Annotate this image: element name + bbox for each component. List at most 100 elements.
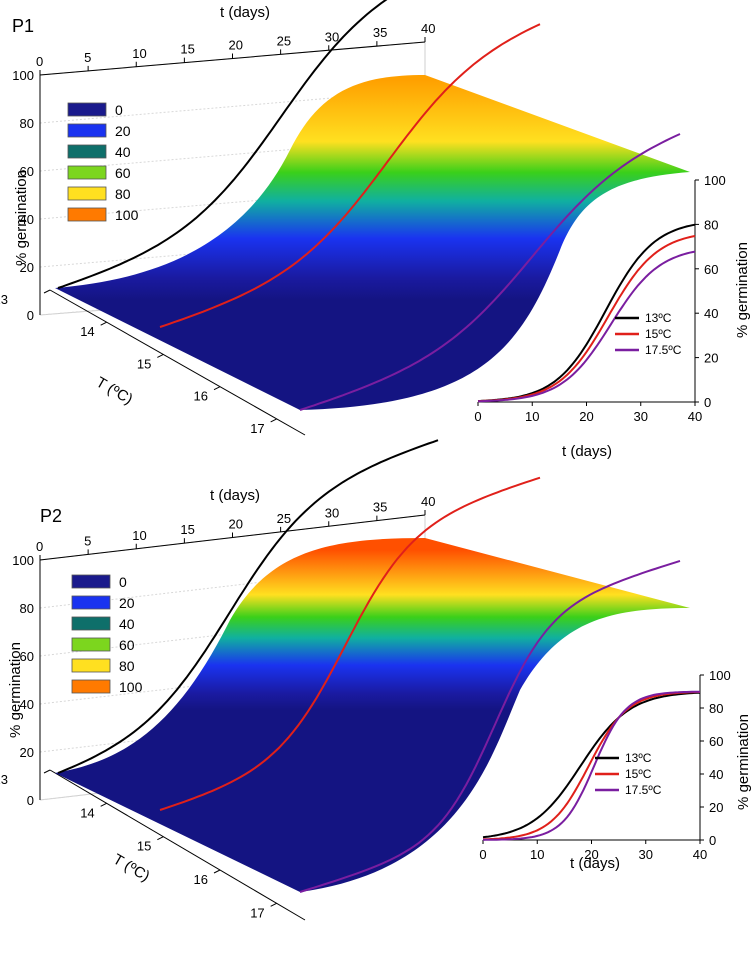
inset-legend-label: 17.5ºC (645, 343, 682, 357)
legend-swatch (67, 186, 107, 201)
t-tick-label: 25 (277, 511, 291, 526)
inset-legend-label: 15ºC (625, 767, 652, 781)
legend-swatch (71, 595, 111, 610)
z-gridline (39, 137, 426, 172)
T-tick (43, 289, 51, 294)
legend-swatch (71, 574, 111, 589)
inset-y-tick-label: 40 (704, 306, 718, 321)
T-tick-label: 14 (80, 324, 94, 339)
inset-x-tick-label: 30 (634, 409, 648, 424)
germination-surface (55, 538, 690, 892)
T-axis-label: T (ºC) (110, 851, 153, 885)
inset-legend-label: 13ºC (625, 751, 652, 765)
panel-title: P1 (12, 16, 34, 36)
t-tick-label: 10 (132, 528, 146, 543)
inset-y-label: % germination (735, 714, 752, 810)
T-tick-label: 17 (250, 421, 264, 436)
color-legend: 0 20 40 60 80 100 (71, 574, 143, 695)
t-ticks: 0 5 10 15 20 25 30 35 40 (36, 21, 435, 75)
z-axis-label: % germination (7, 642, 24, 738)
inset-y-tick-label: 0 (704, 395, 711, 410)
z-tick-label: 80 (20, 116, 34, 131)
inset-x-tick-label: 10 (530, 847, 544, 862)
inset-legend: 13ºC 15ºC 17.5ºC (615, 311, 682, 357)
inset-legend-label: 17.5ºC (625, 783, 662, 797)
inset-x-tick-label: 10 (525, 409, 539, 424)
inset-y-tick-label: 0 (709, 833, 716, 848)
t-tick-label: 35 (373, 500, 387, 515)
legend-label: 60 (119, 637, 135, 653)
t-tick-label: 40 (421, 21, 435, 36)
inset-x-tick-label: 40 (693, 847, 707, 862)
legend-swatch (67, 102, 107, 117)
inset-series-line (482, 691, 701, 839)
t-tick-label: 20 (229, 38, 243, 53)
legend-swatch (67, 144, 107, 159)
legend-label: 100 (115, 207, 139, 223)
T-tick (270, 418, 277, 423)
legend-label: 0 (119, 574, 127, 590)
t-tick-label: 30 (325, 505, 339, 520)
legend-swatch (71, 658, 111, 673)
surface-curve (57, 0, 388, 289)
inset-x-tick-label: 0 (479, 847, 486, 862)
inset-y-tick-label: 40 (709, 767, 723, 782)
inset-y-tick-label: 60 (704, 262, 718, 277)
z-tick-label: 80 (20, 601, 34, 616)
inset-series-line (477, 250, 696, 403)
legend-swatch (71, 616, 111, 631)
legend-label: 60 (115, 165, 131, 181)
t-tick-label: 5 (84, 50, 91, 65)
z-tick-label: 40 (20, 697, 34, 712)
inset-legend-label: 15ºC (645, 327, 672, 341)
inset-y-tick-label: 20 (709, 800, 723, 815)
legend-swatch (67, 207, 107, 222)
surface-curve (159, 23, 541, 328)
inset-x-tick-label: 30 (639, 847, 653, 862)
inset-x-tick-label: 20 (584, 847, 598, 862)
z-tick-label: 100 (12, 553, 34, 568)
inset-legend: 13ºC 15ºC 17.5ºC (595, 751, 662, 797)
t-tick-label: 25 (277, 33, 291, 48)
germination-surface (55, 75, 690, 410)
panel-p2: P2 0 5 10 15 20 25 30 35 40 t (days) 0 20 40 60 80 10… (0, 439, 752, 921)
T-tick (157, 353, 164, 358)
inset-curves (482, 690, 701, 841)
T-tick (43, 769, 51, 774)
inset-x-tick-label: 20 (579, 409, 593, 424)
panel-title: P2 (40, 506, 62, 526)
z-tick-label: 60 (20, 649, 34, 664)
T-tick (100, 802, 107, 807)
inset-x-tick-label: 0 (474, 409, 481, 424)
z-tick-label: 0 (27, 308, 34, 323)
T-ticks: 13 14 15 16 17 (0, 289, 277, 436)
T-axis-label: T (ºC) (93, 374, 136, 408)
z-gridline (39, 89, 426, 124)
z-ticks: 0 20 40 60 80 100 (12, 553, 34, 808)
T-tick-label: 15 (137, 839, 151, 854)
legend-label: 80 (119, 658, 135, 674)
t-tick-label: 15 (180, 42, 194, 57)
surface-curve (57, 439, 439, 774)
t-tick-label: 40 (421, 494, 435, 509)
legend-label: 40 (119, 616, 135, 632)
T-axis (49, 769, 306, 921)
inset-y-tick-label: 60 (709, 734, 723, 749)
z-tick-label: 40 (20, 212, 34, 227)
inset-legend-label: 13ºC (645, 311, 672, 325)
t-axis-label: t (days) (220, 4, 270, 21)
T-ticks: 13 14 15 16 17 (0, 769, 277, 920)
inset-y-tick-label: 80 (709, 701, 723, 716)
t-tick-label: 5 (84, 533, 91, 548)
T-axis (49, 289, 306, 436)
legend-swatch (71, 679, 111, 694)
legend-label: 20 (115, 123, 131, 139)
inset-y-tick-label: 100 (704, 173, 726, 188)
t-tick-label: 15 (180, 522, 194, 537)
inset-curves (477, 223, 696, 403)
t-tick-label: 10 (132, 46, 146, 61)
T-tick-label: 14 (80, 805, 94, 820)
surface-curve (159, 476, 541, 811)
